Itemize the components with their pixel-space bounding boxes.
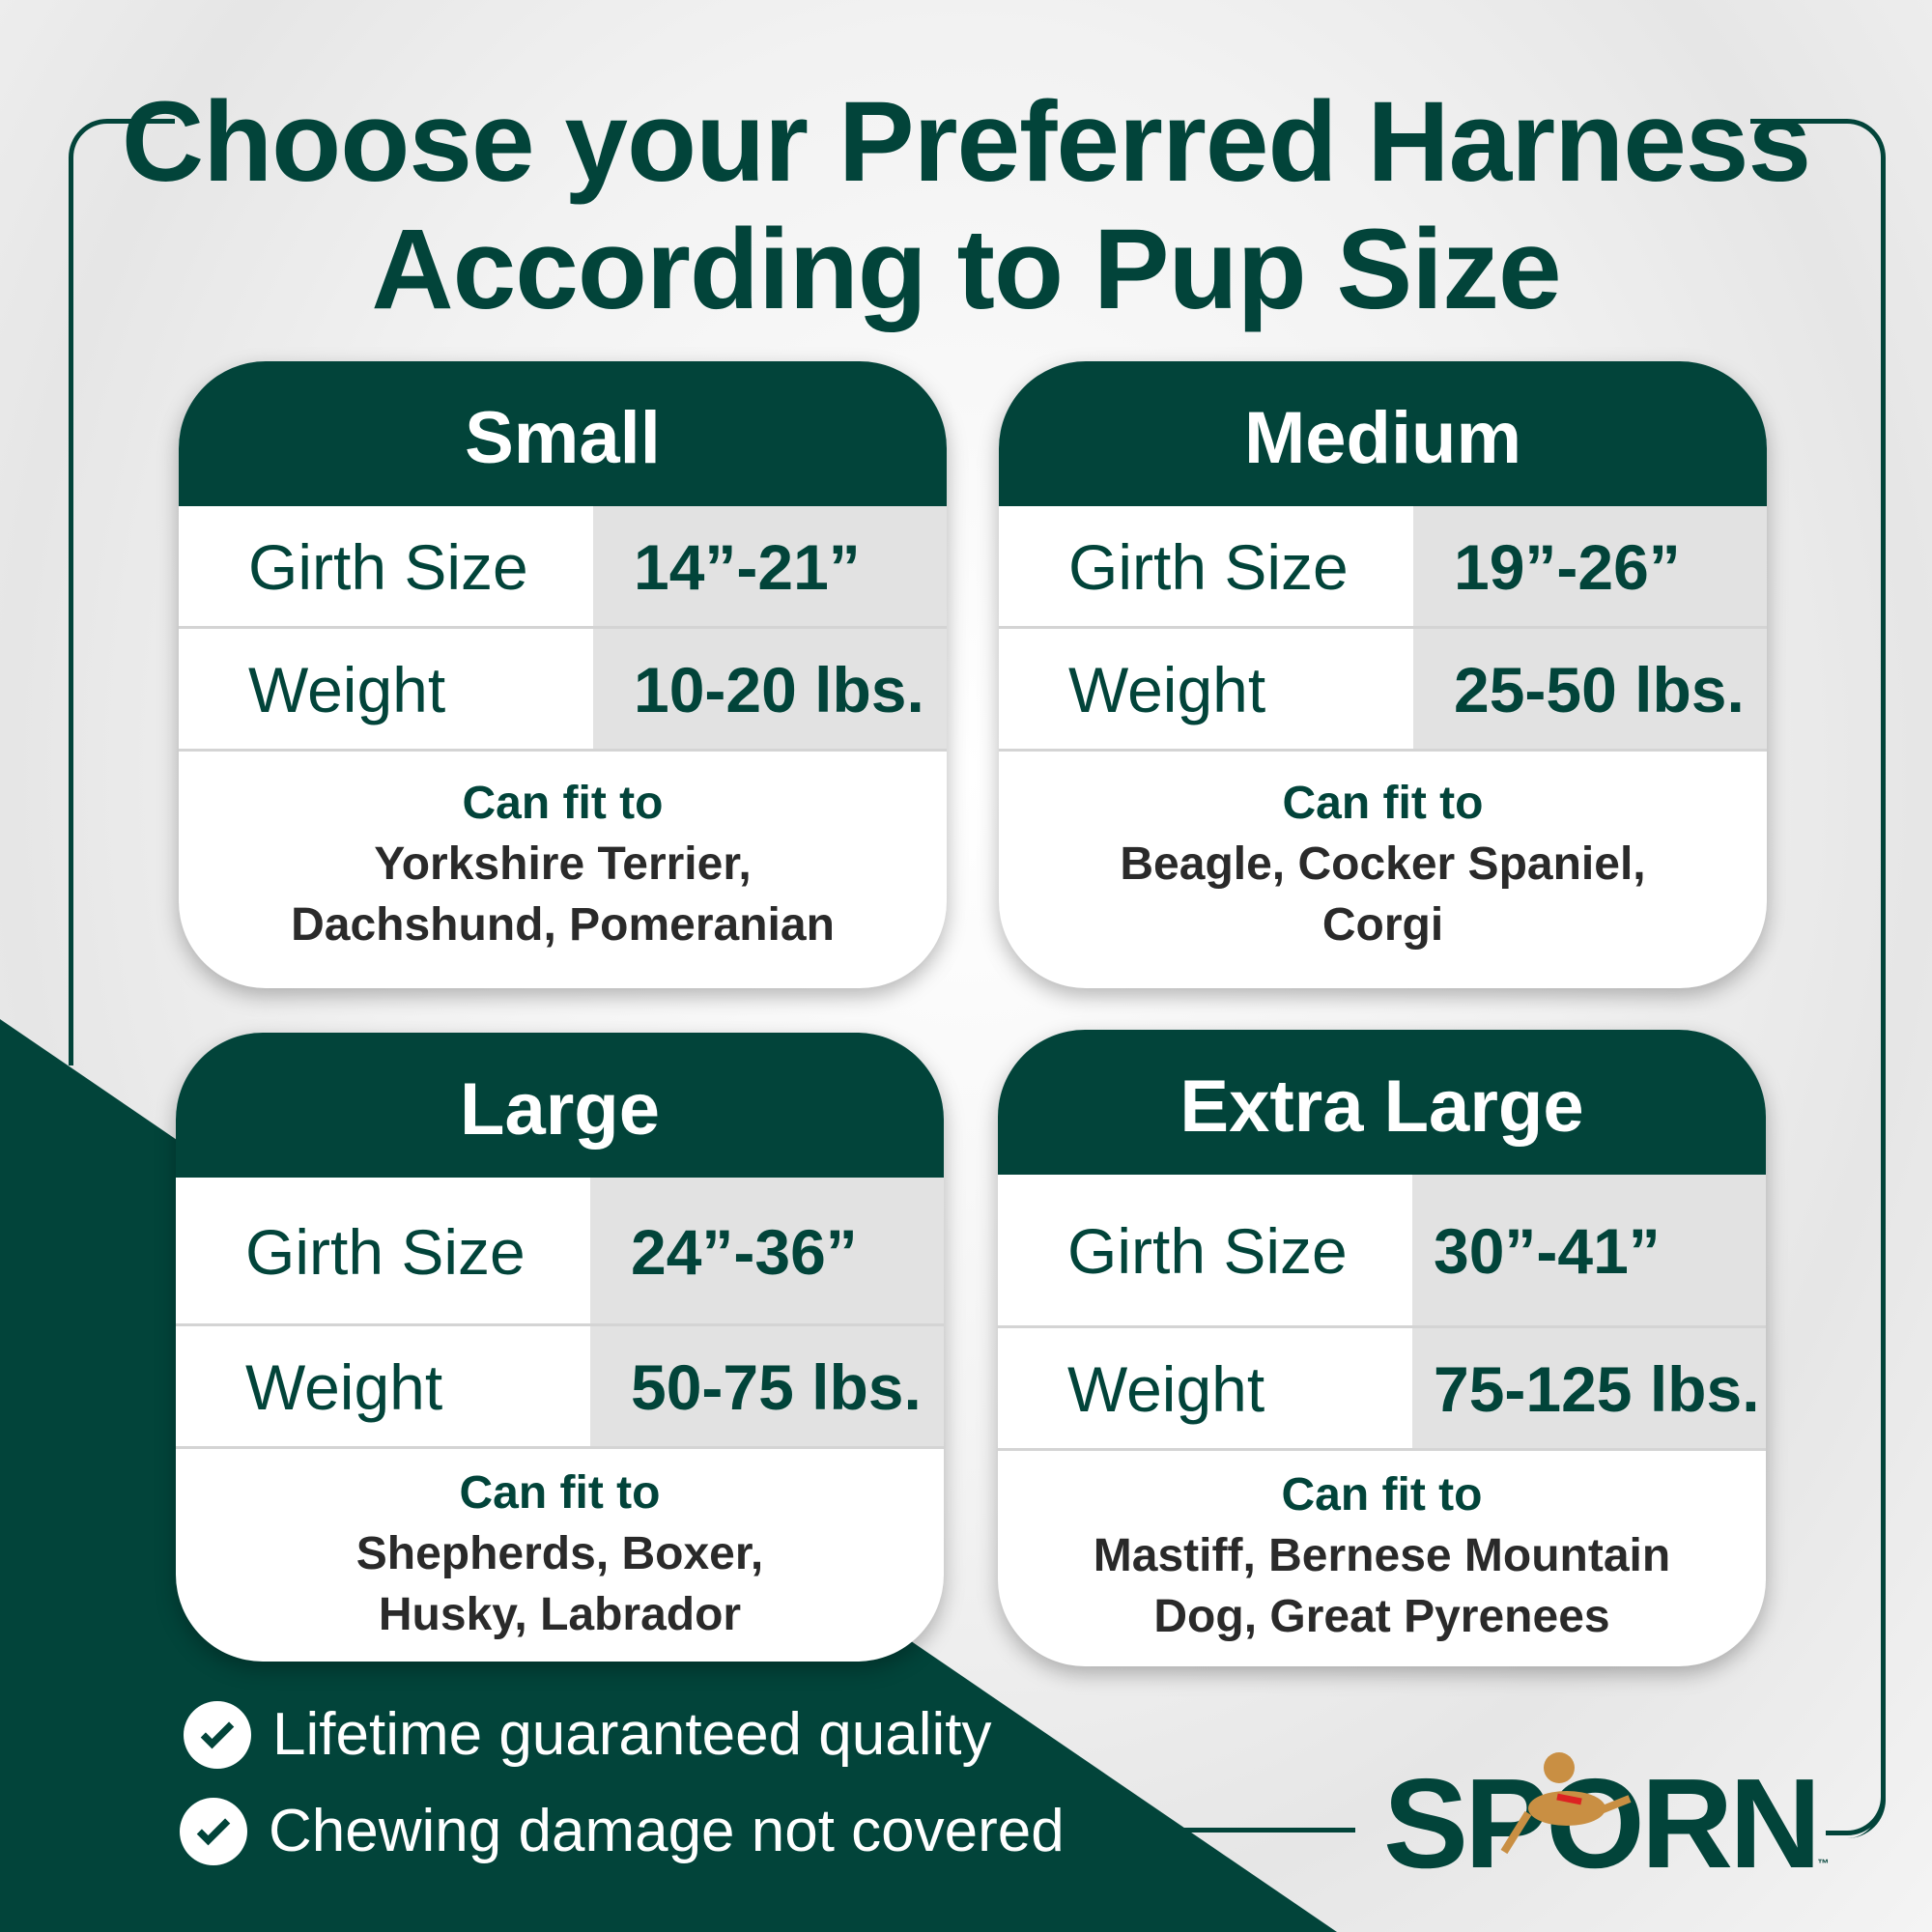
card-title: Large <box>176 1033 944 1178</box>
trademark: ™ <box>1817 1857 1830 1870</box>
girth-value: 14”-21” <box>593 506 947 626</box>
frame-right <box>1750 119 1886 1838</box>
weight-label: Weight <box>1067 1353 1265 1425</box>
fit-breeds-1: Mastiff, Bernese Mountain <box>1093 1530 1671 1581</box>
girth-label: Girth Size <box>245 1216 526 1288</box>
girth-label: Girth Size <box>248 531 528 603</box>
size-card-large: Large Girth Size 24”-36” Weight 50-75 lbs.… <box>176 1033 944 1662</box>
sporn-logo: SPORN™ <box>1383 1752 1830 1888</box>
frame-bottom-left <box>1183 1828 1355 1833</box>
card-title: Small <box>179 361 947 506</box>
fit-breeds-1: Shepherds, Boxer, <box>355 1528 764 1579</box>
girth-value: 19”-26” <box>1413 506 1767 626</box>
fit-breeds-1: Yorkshire Terrier, <box>374 838 752 890</box>
girth-value: 24”-36” <box>590 1178 944 1323</box>
page-title-line1: Choose your Preferred Harness <box>121 78 1811 206</box>
feature-text: Lifetime guaranteed quality <box>272 1701 992 1768</box>
weight-value: 25-50 lbs. <box>1413 629 1767 749</box>
size-card-extra-large: Extra Large Girth Size 30”-41” Weight 75-1… <box>998 1030 1766 1666</box>
weight-value: 10-20 lbs. <box>593 629 947 749</box>
checkmark-icon <box>180 1797 247 1865</box>
fit-breeds-2: Corgi <box>1321 899 1444 951</box>
fit-breeds-2: Husky, Labrador <box>378 1589 742 1640</box>
weight-label: Weight <box>1068 654 1266 725</box>
fit-label: Can fit to <box>1281 1469 1483 1520</box>
girth-value: 30”-41” <box>1412 1175 1766 1325</box>
feature-item: Chewing damage not covered <box>180 1797 1065 1865</box>
girth-label: Girth Size <box>1067 1215 1348 1287</box>
fit-breeds-2: Dog, Great Pyrenees <box>1153 1591 1610 1642</box>
weight-value: 50-75 lbs. <box>590 1326 944 1446</box>
jumping-dog-icon <box>1500 1752 1632 1855</box>
checkmark-icon <box>184 1700 251 1769</box>
feature-item: Lifetime guaranteed quality <box>184 1700 991 1769</box>
page-title-line2: According to Pup Size <box>371 206 1561 333</box>
size-card-small: Small Girth Size 14”-21” Weight 10-20 lbs.… <box>179 361 947 988</box>
card-title: Medium <box>999 361 1767 506</box>
feature-text: Chewing damage not covered <box>269 1798 1065 1864</box>
fit-label: Can fit to <box>462 778 664 829</box>
logo-text: RN <box>1640 1752 1822 1894</box>
card-title: Extra Large <box>998 1030 1766 1175</box>
fit-label: Can fit to <box>459 1467 661 1519</box>
weight-label: Weight <box>248 654 446 725</box>
weight-label: Weight <box>245 1351 443 1423</box>
size-card-medium: Medium Girth Size 19”-26” Weight 25-50 lbs… <box>999 361 1767 988</box>
fit-label: Can fit to <box>1282 778 1484 829</box>
fit-breeds-2: Dachshund, Pomeranian <box>291 899 835 951</box>
fit-breeds-1: Beagle, Cocker Spaniel, <box>1120 838 1646 890</box>
frame-left-top <box>69 119 175 1065</box>
weight-value: 75-125 lbs. <box>1412 1328 1766 1448</box>
girth-label: Girth Size <box>1068 531 1349 603</box>
